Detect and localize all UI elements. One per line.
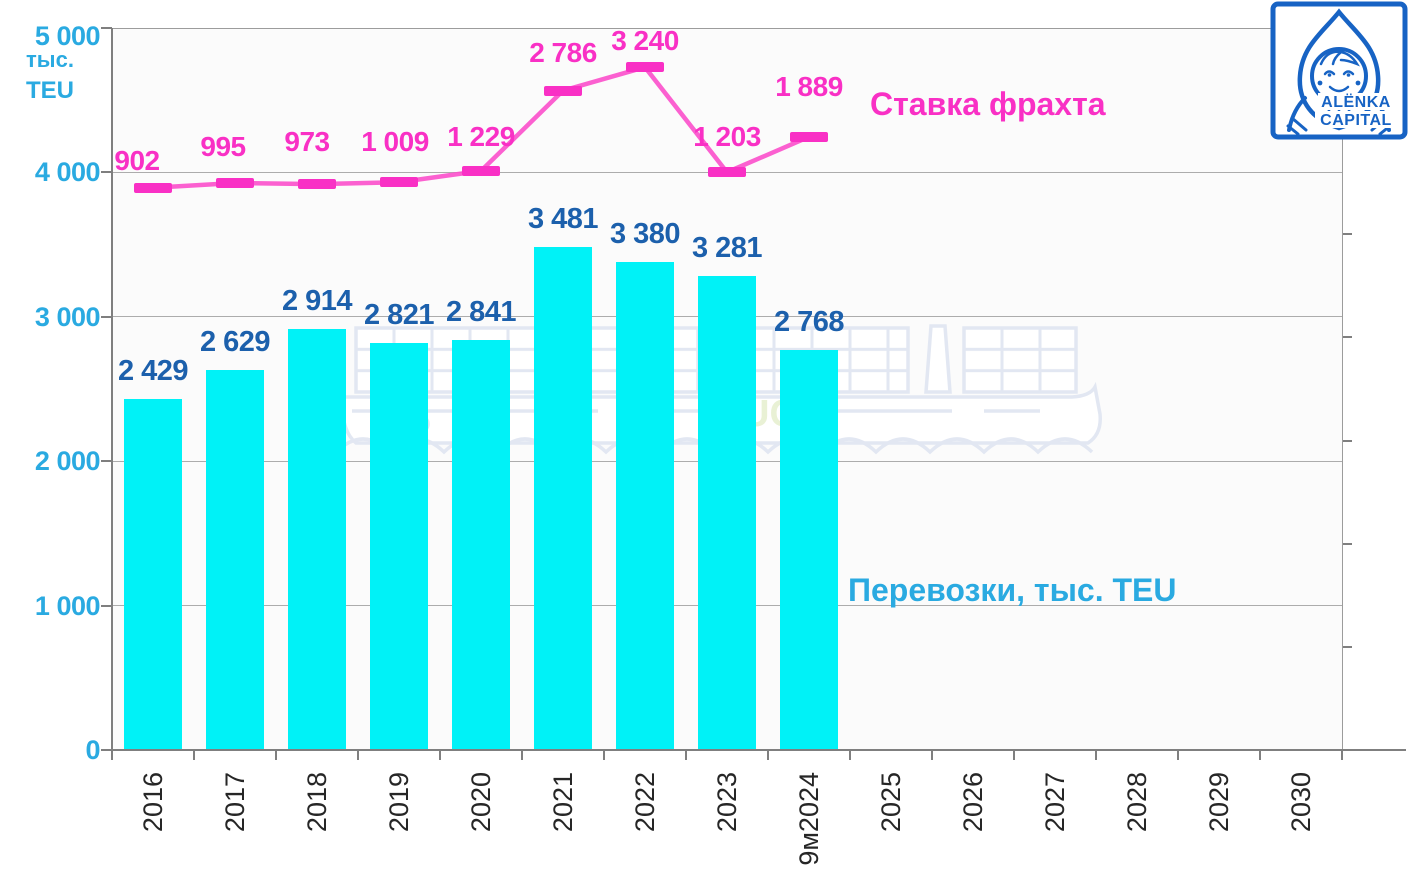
bar-9м2024 (780, 350, 838, 750)
line-marker (544, 85, 582, 96)
bar-2023 (698, 276, 756, 750)
line-marker (626, 62, 664, 73)
x-axis-label-2026: 2026 (958, 772, 988, 833)
line-marker (216, 177, 254, 188)
plot-top-border (112, 27, 1342, 29)
bar-value-label: 2 914 (281, 285, 353, 318)
x-axis-tick (1341, 751, 1343, 760)
x-axis-label-2020: 2020 (466, 772, 496, 833)
x-axis-label-2030: 2030 (1286, 772, 1316, 833)
plot-right-border (1341, 28, 1343, 750)
bar-value-label: 2 768 (773, 306, 845, 339)
line-value-label: 1 229 (447, 120, 515, 152)
line-marker (708, 167, 746, 178)
x-axis-label-2019: 2019 (384, 772, 414, 833)
x-axis-tick (275, 751, 277, 760)
bar-value-label: 2 629 (199, 326, 271, 359)
logo-text-band (1315, 111, 1397, 128)
bar-2017 (206, 370, 264, 750)
bar-value-label: 2 429 (117, 355, 189, 388)
line-value-label: 2 786 (529, 36, 597, 68)
y-axis-tick (101, 315, 112, 318)
x-axis-tick (193, 751, 195, 760)
bar-2016 (124, 399, 182, 750)
x-axis-label-2018: 2018 (302, 772, 332, 833)
y2-axis-tick (1343, 439, 1352, 442)
line-marker (134, 182, 172, 193)
x-axis-label-2027: 2027 (1040, 772, 1070, 833)
bar-2019 (370, 342, 428, 750)
freight-rate-series-title: Ставка фрахта (870, 86, 1106, 122)
y2-axis-tick (1343, 645, 1352, 648)
x-axis-tick (1013, 751, 1015, 760)
line-marker (380, 177, 418, 188)
bar-2018 (288, 329, 346, 750)
y2-axis-tick (1343, 336, 1352, 339)
x-axis-tick (1177, 751, 1179, 760)
alenka-capital-logo: ALËNKA CAPITAL (1270, 1, 1408, 140)
bar-value-label: 3 281 (691, 232, 763, 265)
line-value-label: 995 (200, 130, 246, 162)
bar-2022 (616, 261, 674, 750)
line-value-label: 902 (114, 144, 160, 176)
y-axis-label: 1 000 (34, 590, 101, 621)
y-axis-label: 0 (85, 735, 100, 765)
y-axis-tick (101, 749, 112, 751)
y-axis-tick (101, 27, 112, 29)
line-value-label: 1 203 (693, 121, 761, 153)
line-marker (462, 165, 500, 176)
bar-value-label: 3 380 (609, 217, 681, 250)
y-axis-label: 5 000 (34, 21, 101, 51)
x-axis-tick (1259, 751, 1261, 760)
x-axis-line (104, 749, 1406, 751)
bar-2021 (534, 247, 592, 750)
bar-2020 (452, 339, 510, 750)
x-axis-label-2028: 2028 (1122, 772, 1152, 833)
line-value-label: 1 009 (361, 126, 429, 158)
logo-text-band (1318, 93, 1394, 110)
x-axis-label-2022: 2022 (630, 772, 660, 833)
line-value-label: 973 (284, 126, 330, 158)
x-axis-tick (603, 751, 605, 760)
volume-series-title: Перевозки, тыс. TEU (848, 572, 1177, 608)
line-marker (790, 131, 828, 142)
line-marker (298, 179, 336, 190)
x-axis-tick (931, 751, 933, 760)
logo-text-line1: ALËNKA (1321, 93, 1391, 111)
x-axis-tick (111, 751, 113, 760)
bar-value-label: 3 481 (527, 203, 599, 236)
x-axis-label-2017: 2017 (220, 772, 250, 833)
x-axis-label-9м2024: 9м2024 (794, 772, 824, 866)
y-axis-tick (101, 604, 112, 607)
y-axis-label: 3 000 (34, 301, 101, 332)
y-axis-label: 2 000 (34, 446, 101, 477)
x-axis-tick (849, 751, 851, 760)
bar-value-label: 2 841 (445, 295, 517, 328)
bar-value-label: 2 821 (363, 298, 435, 331)
x-axis-label-2021: 2021 (548, 772, 578, 833)
x-axis-label-2025: 2025 (876, 772, 906, 833)
y-axis-line (110, 28, 113, 758)
line-value-label: 1 889 (775, 70, 843, 102)
x-axis-label-2029: 2029 (1204, 772, 1234, 833)
logo-text-line2: CAPITAL (1320, 112, 1392, 129)
y2-axis-tick (1343, 542, 1352, 545)
x-axis-tick (439, 751, 441, 760)
x-axis-label-2023: 2023 (712, 772, 742, 833)
x-axis-tick (685, 751, 687, 760)
y-axis-tick (101, 460, 112, 463)
y2-axis-tick (1343, 233, 1352, 236)
x-axis-label-2016: 2016 (138, 772, 168, 833)
y-axis-unit-line2: TEU (26, 77, 74, 104)
x-axis-tick (1095, 751, 1097, 760)
y-axis-label: 4 000 (34, 157, 101, 188)
y-axis-tick (101, 171, 112, 174)
x-axis-tick (767, 751, 769, 760)
y-axis-unit-line1: тыс. (26, 47, 74, 72)
x-axis-tick (357, 751, 359, 760)
x-axis-tick (521, 751, 523, 760)
line-value-label: 3 240 (611, 25, 679, 57)
